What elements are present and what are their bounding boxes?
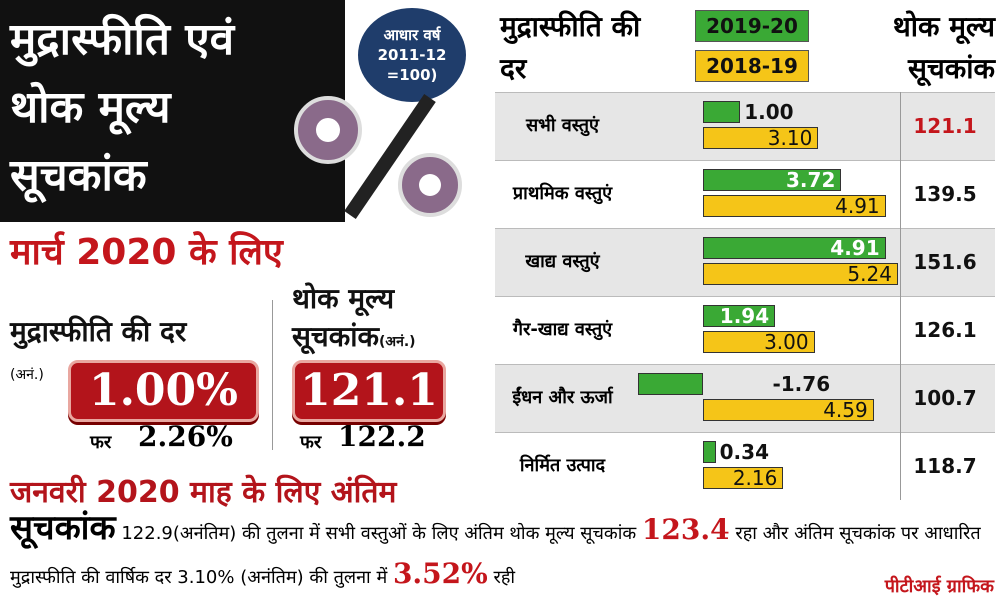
base-year: 2011-12 <box>377 46 447 64</box>
index-value: 139.5 <box>913 182 977 206</box>
value-label: 4.91 <box>835 194 880 218</box>
base-year-badge: आधार वर्ष 2011-12 =100) <box>358 8 466 102</box>
march-heading: मार्च 2020 के लिए <box>10 232 283 273</box>
legend-entry: 2019-20 <box>695 10 809 42</box>
bar <box>637 373 703 395</box>
legend-entry: 2018-19 <box>695 50 809 82</box>
index-value: 118.7 <box>913 454 977 478</box>
row-band <box>495 364 995 433</box>
index-value: 100.7 <box>913 386 977 410</box>
note: (अनं.) <box>10 367 44 383</box>
index-value: 121.1 <box>913 114 977 138</box>
value-label: -1.76 <box>772 372 831 396</box>
value-label: 0.34 <box>719 440 769 464</box>
index-value: 126.1 <box>913 318 977 342</box>
index-title: थोक मूल्य सूचकांक <box>892 10 995 85</box>
wpi-label: थोक मूल्य सूचकांक(अनं.) <box>292 280 472 361</box>
inflation-value: 1.00% <box>68 360 259 422</box>
prev-value: 122.2 <box>338 420 426 453</box>
text-segment: सूचकांक <box>10 508 116 548</box>
text-segment: 123.4 <box>641 513 730 546</box>
bar <box>703 399 874 421</box>
category-label: निर्मित उत्पाद <box>519 455 606 476</box>
text-segment: 122.9(अनंतिम) की तुलना में सभी वस्तुओं क… <box>115 523 642 544</box>
value-label: 1.94 <box>719 304 770 328</box>
january-text: सूचकांक 122.9(अनंतिम) की तुलना में सभी व… <box>10 508 995 598</box>
text-segment: रहा और अंतिम सूचकांक पर आधारित मुद्रास्फ… <box>10 523 981 588</box>
value-label: 1.00 <box>744 100 794 124</box>
text-segment: रही <box>487 567 516 588</box>
value-label: 4.91 <box>830 236 880 260</box>
bar <box>703 101 741 123</box>
bar <box>703 331 815 353</box>
bar <box>703 169 842 191</box>
category-label: सभी वस्तुएं <box>526 115 599 136</box>
wpi-label-text: थोक मूल्य सूचकांक <box>292 282 395 353</box>
prev-value: 2.26% <box>138 420 233 453</box>
value-label: 3.00 <box>764 330 809 354</box>
category-label: प्राथमिक वस्तुएं <box>512 183 613 204</box>
value-label: 2.16 <box>732 466 778 490</box>
row-band <box>495 92 995 161</box>
prev-label: फर <box>90 432 112 453</box>
base-year: आधार वर्ष <box>383 26 441 44</box>
title: सूचकांक <box>10 150 147 201</box>
credit: पीटीआई ग्राफिक <box>884 576 994 597</box>
text-segment: 3.52% <box>392 557 488 590</box>
bar <box>703 195 886 217</box>
category-label: गैर-खाद्य वस्तुएं <box>512 319 613 340</box>
january-heading: जनवरी 2020 माह के लिए अंतिम <box>10 475 397 510</box>
bar <box>703 441 716 463</box>
column-divider <box>900 92 901 500</box>
bar <box>703 127 819 149</box>
title: थोक मूल्य <box>10 82 171 133</box>
title-box: मुद्रास्फीति एवं थोक मूल्य सूचकांक <box>0 0 345 222</box>
chart-title: मुद्रास्फीति की दर <box>500 10 641 85</box>
bar <box>703 467 784 489</box>
divider <box>272 300 273 450</box>
value-label: 3.72 <box>786 168 836 192</box>
prev-label: फर <box>300 432 322 453</box>
index-value: 151.6 <box>913 250 977 274</box>
row-band <box>495 432 995 501</box>
title: मुद्रास्फीति एवं <box>10 14 235 65</box>
category-label: खाद्य वस्तुएं <box>525 251 600 272</box>
value-label: 4.59 <box>823 398 868 422</box>
value-label: 3.10 <box>767 126 813 150</box>
note: (अनं.) <box>378 334 416 350</box>
category-label: ईंधन और ऊर्जा <box>512 387 613 408</box>
percent-icon <box>294 94 462 219</box>
bar <box>703 263 898 285</box>
bar <box>703 237 886 259</box>
inflation-label: मुद्रास्फीति की दर <box>10 315 187 348</box>
wpi-value: 121.1 <box>292 360 446 422</box>
value-label: 5.24 <box>847 262 892 286</box>
bar <box>703 305 776 327</box>
base-year: =100) <box>386 66 438 84</box>
